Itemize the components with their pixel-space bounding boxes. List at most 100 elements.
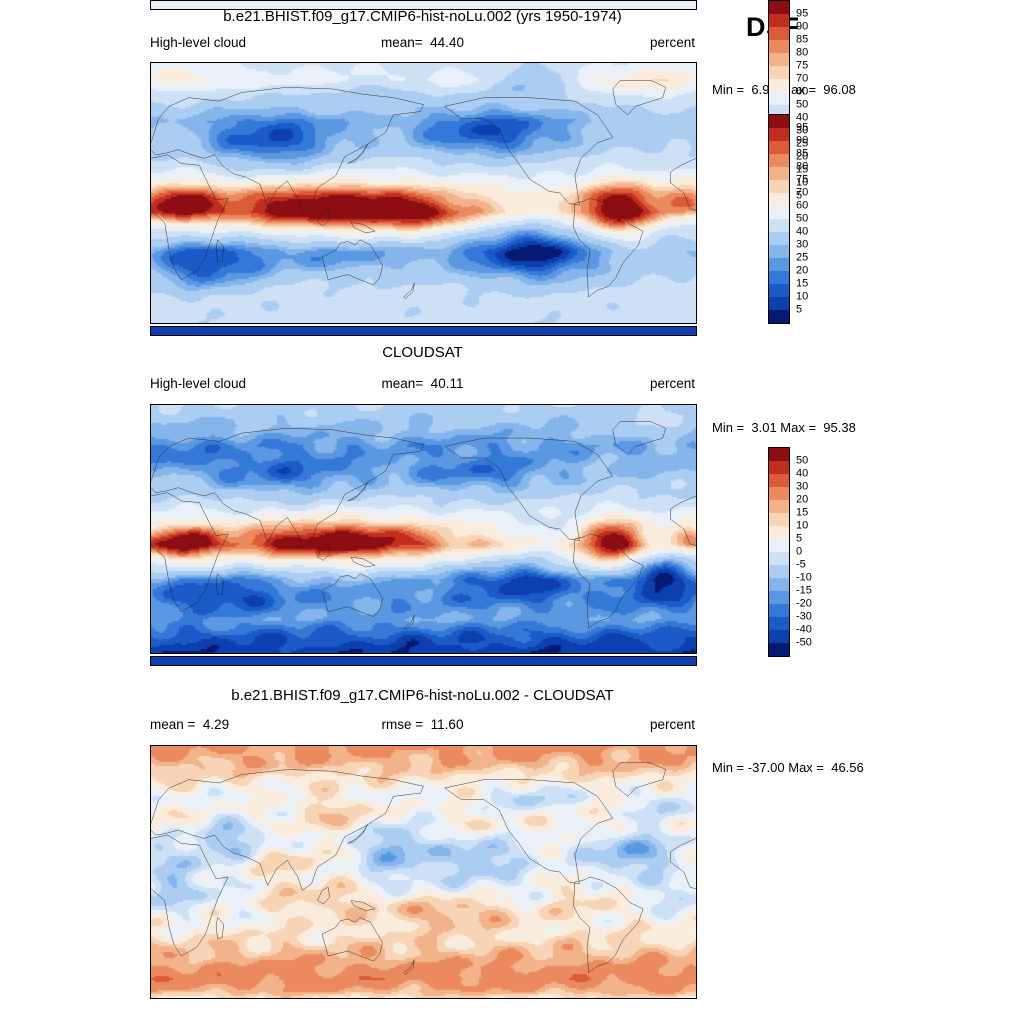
colorbar-cell	[769, 53, 789, 66]
panel3-colorbar: 50 40 30 20 15 10 5 0 -5 -10 -15 -20 -30 -40 -50	[768, 447, 812, 657]
coastline-path	[318, 887, 330, 904]
coastline-path	[445, 438, 613, 541]
colorbar-tick-label: -40	[796, 623, 812, 636]
coastline-path	[151, 155, 228, 280]
panel2-latitude-strip	[150, 326, 697, 336]
colorbar-cell	[769, 552, 789, 565]
panel3-coastline-overlay	[151, 746, 696, 998]
coastline-path	[322, 574, 383, 617]
colorbar-cell	[769, 193, 789, 206]
coastline-path	[318, 544, 330, 561]
colorbar-cell	[769, 180, 789, 193]
coastline-path	[445, 780, 613, 884]
colorbar-tick-label: 5	[796, 303, 803, 316]
colorbar-tick-label: 75	[796, 59, 809, 72]
colorbar-cell	[769, 448, 789, 461]
colorbar-tick-label: 10	[796, 519, 809, 532]
colorbar-tick-label: 90	[796, 20, 809, 33]
colorbar-cell	[769, 141, 789, 154]
colorbar-tick-label: 30	[796, 124, 809, 137]
panel1-map-canvas	[151, 63, 696, 323]
panel1-mean-label: mean= 44.40	[381, 35, 464, 50]
panel1-variable-label: High-level cloud	[150, 35, 247, 50]
colorbar-tick-label: 30	[796, 238, 809, 251]
coastline-path	[670, 496, 696, 546]
colorbar-tick-label: 60	[796, 199, 809, 212]
panel3-minmax-label: Min = -37.00 Max = 46.56	[712, 760, 864, 775]
colorbar-tick-label: -15	[796, 584, 812, 597]
coastline-path	[151, 428, 424, 547]
colorbar-tick-label: 0	[796, 545, 803, 558]
colorbar-tick-label: 75	[796, 173, 809, 186]
colorbar-tick-label: 60	[796, 85, 809, 98]
coastline-path	[351, 901, 375, 911]
colorbar-tick-label: 95	[796, 121, 809, 134]
panel2-title: CLOUDSAT	[382, 344, 463, 361]
colorbar-tick-label: 30	[796, 480, 809, 493]
coastline-path	[404, 615, 415, 630]
colorbar-tick-label: -50	[796, 636, 812, 649]
coastline-path	[670, 838, 696, 888]
panel2-map	[150, 404, 697, 654]
colorbar-cell	[769, 297, 789, 310]
panel1-title: b.e21.BHIST.f09_g17.CMIP6-hist-noLu.002 …	[223, 8, 622, 25]
colorbar-cell	[769, 40, 789, 53]
colorbar-cell	[769, 206, 789, 219]
colorbar-cell	[769, 258, 789, 271]
panel3-title: b.e21.BHIST.f09_g17.CMIP6-hist-noLu.002 …	[231, 687, 614, 704]
coastline-path	[613, 80, 666, 115]
colorbar-tick-label: 50	[796, 98, 809, 111]
coastline-path	[573, 877, 643, 973]
panel2-variable-label: High-level cloud	[150, 376, 247, 391]
panel2-colorbar: 95 90 85 80 75 70 60 50 40 30 25 20 15 10 5	[768, 114, 808, 324]
coastline-path	[670, 158, 696, 210]
panel3-latitude-strip	[150, 656, 697, 666]
colorbar-tick-label: 80	[796, 160, 809, 173]
coastline-path	[404, 959, 415, 974]
coastline-path	[613, 763, 666, 797]
colorbar-cell	[769, 79, 789, 92]
panel1-map	[150, 62, 697, 324]
panel1-units-label: percent	[649, 35, 695, 50]
colorbar-cell	[769, 219, 789, 232]
coastline-path	[351, 222, 375, 232]
colorbar-tick-label: 80	[796, 46, 809, 59]
colorbar-cell	[769, 617, 789, 630]
colorbar-tick-label: 20	[796, 493, 809, 506]
coastline-path	[151, 87, 424, 212]
coastline-path	[216, 240, 224, 263]
panel3-labels-row: mean = 4.29 rmse = 11.60 percent	[150, 717, 695, 733]
colorbar-cell	[769, 92, 789, 105]
colorbar-tick-label: 20	[796, 150, 809, 163]
colorbar-cell	[769, 487, 789, 500]
colorbar-tick-label: 40	[796, 225, 809, 238]
colorbar-tick-label: 15	[796, 506, 809, 519]
colorbar-cell	[769, 500, 789, 513]
panel1-latitude-strip	[150, 0, 697, 10]
coastline-path	[216, 917, 224, 939]
colorbar-tick-label: 5	[796, 532, 803, 545]
colorbar-tick-label: 70	[796, 186, 809, 199]
coastline-path	[322, 917, 383, 961]
colorbar-tick-label: -30	[796, 610, 812, 623]
colorbar-tick-label: 85	[796, 147, 809, 160]
coastline-path	[573, 534, 643, 628]
panel2-units-label: percent	[649, 376, 695, 391]
coastline-path	[573, 198, 643, 297]
colorbar-cell	[769, 66, 789, 79]
colorbar-cell	[769, 271, 789, 284]
colorbar-cell	[769, 245, 789, 258]
coastline-path	[151, 493, 228, 612]
colorbar-tick-label: 25	[796, 251, 809, 264]
colorbar-tick-label: 10	[796, 176, 809, 189]
coastline-path	[348, 825, 368, 843]
colorbar-cell	[769, 232, 789, 245]
panel2-minmax-label: Min = 3.01 Max = 95.38	[712, 420, 856, 435]
colorbar-tick-label: 85	[796, 33, 809, 46]
colorbar-cell	[769, 630, 789, 643]
colorbar-cell	[769, 578, 789, 591]
colorbar-cell	[769, 539, 789, 552]
panel3-mean-label: mean = 4.29	[150, 717, 230, 732]
colorbar-cell	[769, 461, 789, 474]
